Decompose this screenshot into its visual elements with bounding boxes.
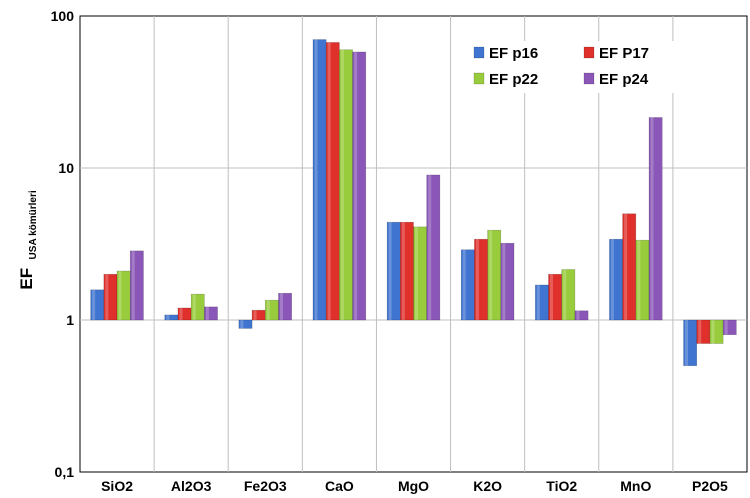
y-axis-ticks: 0,1 1 10 100 (51, 8, 75, 480)
bar-highlight (711, 320, 715, 344)
bar-highlight (266, 300, 270, 320)
legend-swatch-ef-p22 (473, 72, 485, 85)
bar-highlight (105, 274, 109, 320)
bar-sio2-ef-p17 (103, 273, 118, 321)
bar-highlight (428, 174, 432, 320)
bar-highlight (563, 269, 567, 320)
bar-highlight (327, 42, 331, 320)
y-tick-label: 1 (66, 312, 74, 328)
y-tick-label: 100 (51, 8, 75, 24)
bar-fe2o3-ef-p24 (278, 292, 292, 321)
bar-highlight (698, 320, 702, 344)
x-label-fe2o3: Fe2O3 (244, 478, 287, 494)
legend-label-ef-p17: EF P17 (599, 45, 649, 62)
legend-swatch-ef-p16 (473, 46, 485, 59)
bar-mgo-ef-p24 (426, 174, 441, 321)
bar-highlight (166, 314, 170, 320)
bar-p2o5-ef-p24 (722, 319, 737, 336)
bar-highlight (502, 243, 506, 320)
bar-highlight (131, 250, 135, 320)
bar-highlight (637, 240, 641, 320)
bar-highlight (192, 294, 196, 320)
y-axis-title: EF USA kömürleri (17, 190, 39, 290)
bar-highlight (279, 293, 283, 320)
bar-highlight (536, 284, 540, 320)
bar-highlight (253, 310, 257, 320)
bar-fe2o3-ef-p16 (238, 319, 253, 329)
x-label-al2o3: Al2O3 (171, 478, 212, 494)
bar-highlight (650, 117, 654, 320)
bar-al2o3-ef-p17 (177, 307, 192, 321)
x-label-p2o5: P2O5 (692, 478, 728, 494)
bar-mno-ef-p24 (648, 117, 663, 321)
y-tick-label: 0,1 (55, 464, 75, 480)
x-label-mno: MnO (620, 478, 651, 494)
y-tick-label: 10 (58, 160, 74, 176)
bar-highlight (610, 239, 614, 320)
bar-sio2-ef-p24 (129, 250, 144, 321)
bar-highlight (388, 222, 392, 320)
bar-highlight (340, 49, 344, 320)
bar-al2o3-ef-p24 (204, 306, 218, 321)
bar-highlight (475, 239, 479, 320)
bars (90, 39, 737, 367)
bar-highlight (724, 320, 728, 335)
bar-highlight (240, 320, 244, 329)
bar-tio2-ef-p24 (574, 310, 589, 321)
bar-highlight (118, 271, 122, 320)
legend-background (468, 41, 694, 93)
legend-swatch-ef-p17 (583, 46, 595, 59)
legend-label-ef-p24: EF p24 (599, 71, 649, 88)
x-label-k2o: K2O (473, 478, 502, 494)
x-label-sio2: SiO2 (101, 478, 133, 494)
bar-highlight (205, 306, 209, 320)
bar-highlight (550, 274, 554, 320)
bar-highlight (92, 289, 96, 320)
bar-highlight (685, 320, 689, 366)
x-axis-labels: SiO2 Al2O3 Fe2O3 CaO MgO K2O TiO2 MnO P2O5 (101, 478, 728, 494)
legend-swatch-ef-p24 (583, 72, 595, 85)
bar-highlight (624, 213, 628, 320)
y-axis-title-sub: USA kömürleri (28, 190, 39, 259)
legend-label-ef-p16: EF p16 (489, 45, 538, 62)
bar-highlight (179, 307, 183, 320)
legend: EF p16 EF P17 EF p22 EF p24 (468, 41, 694, 93)
bar-cao-ef-p24 (352, 51, 367, 321)
x-label-tio2: TiO2 (546, 478, 577, 494)
bar-highlight (401, 222, 405, 320)
bar-highlight (415, 226, 418, 320)
bar-highlight (354, 51, 358, 320)
x-label-cao: CaO (325, 478, 354, 494)
y-axis-title-text: EF USA kömürleri (17, 190, 39, 290)
bar-k2o-ef-p24 (500, 242, 515, 321)
bar-highlight (314, 39, 318, 320)
legend-label-ef-p22: EF p22 (489, 71, 538, 88)
y-axis-title-main: EF (17, 268, 36, 290)
bar-highlight (462, 249, 466, 320)
bar-highlight (576, 310, 580, 320)
bar-tio2-ef-p22 (561, 269, 576, 321)
x-label-mgo: MgO (398, 478, 429, 494)
bar-highlight (489, 230, 493, 320)
